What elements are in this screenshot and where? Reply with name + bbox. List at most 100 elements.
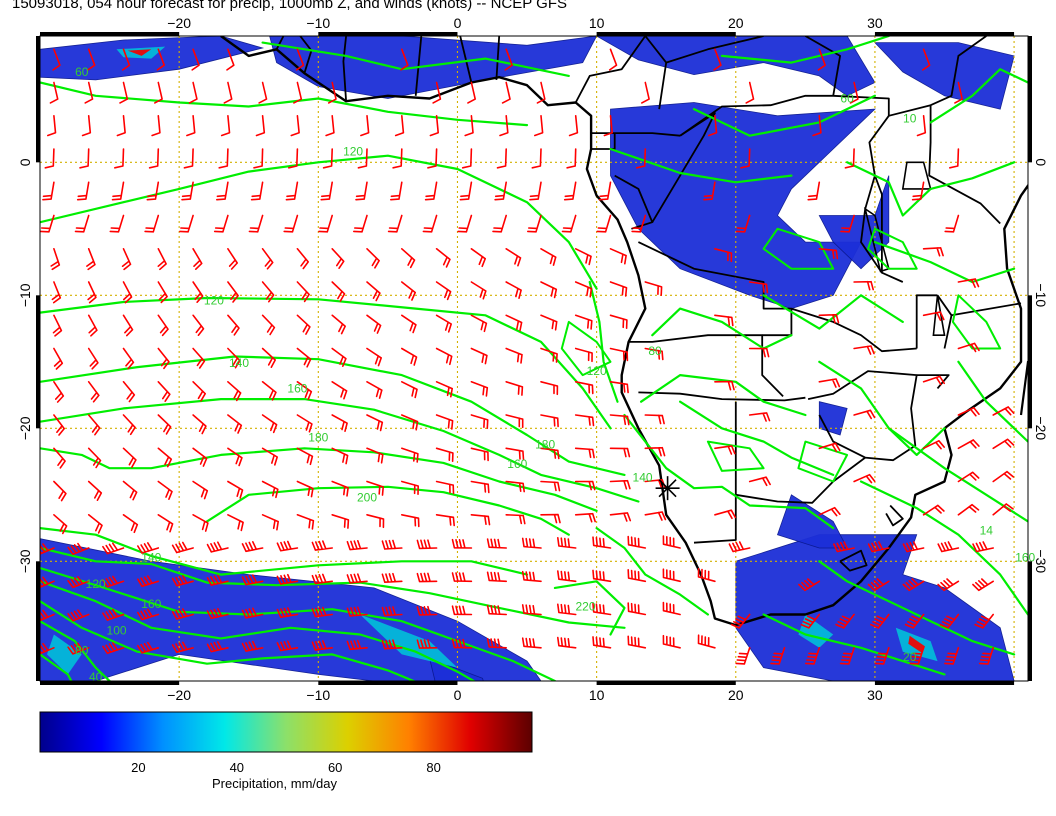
bottom-frame-bar xyxy=(40,681,180,685)
wind-barb xyxy=(296,447,314,466)
wind-barb xyxy=(157,480,173,500)
wind-barb xyxy=(53,414,65,436)
height-contour xyxy=(639,374,807,417)
wind-barb xyxy=(944,214,960,233)
height-contour xyxy=(595,526,710,616)
wind-barb xyxy=(494,181,507,201)
wind-barb xyxy=(853,409,876,420)
wind-barb xyxy=(296,381,313,401)
wind-barb xyxy=(206,541,229,553)
wind-barb xyxy=(627,535,647,549)
wind-barb xyxy=(501,81,511,104)
wind-barb xyxy=(248,214,264,233)
left-frame-bar xyxy=(36,295,40,429)
bottom-frame-bar xyxy=(596,681,736,685)
wind-barb xyxy=(381,639,403,650)
wind-barb xyxy=(137,542,160,554)
wind-barb xyxy=(40,642,55,655)
wind-barb xyxy=(853,473,876,484)
wind-barb xyxy=(192,414,207,435)
country-border xyxy=(874,175,904,283)
colorbar-title: Precipitation, mm/day xyxy=(212,776,337,791)
wind-barb xyxy=(366,514,385,529)
wind-barb xyxy=(293,81,303,104)
wind-barb xyxy=(47,115,57,137)
wind-barb xyxy=(435,480,455,495)
wind-barb xyxy=(366,381,383,399)
wind-barb xyxy=(451,538,473,549)
wind-barb xyxy=(849,81,859,104)
wind-barb xyxy=(972,541,994,553)
wind-barb xyxy=(644,511,667,521)
wind-barb xyxy=(486,571,507,583)
wind-barb xyxy=(641,81,650,104)
wind-barb xyxy=(206,641,229,653)
height-contour-loop xyxy=(560,320,612,377)
wind-barb xyxy=(592,536,612,549)
wind-barb xyxy=(276,640,299,652)
wind-barb xyxy=(157,314,169,337)
wind-barb xyxy=(311,573,333,585)
wind-barb xyxy=(922,247,944,257)
wind-barb xyxy=(817,48,826,71)
wind-barb xyxy=(798,578,821,592)
station-marker xyxy=(655,476,680,501)
wind-barb xyxy=(40,543,55,555)
wind-barb xyxy=(748,412,771,422)
wind-barb xyxy=(833,541,855,553)
wind-barb xyxy=(87,48,96,71)
wind-barb xyxy=(505,514,526,525)
wind-barb xyxy=(957,439,980,450)
wind-barb xyxy=(261,281,275,303)
height-contour xyxy=(651,307,793,350)
country-border xyxy=(459,36,473,83)
wind-barb xyxy=(534,115,544,137)
wind-barb xyxy=(992,470,1015,483)
wind-barb xyxy=(435,314,452,333)
wind-barb xyxy=(154,81,163,104)
wind-barb xyxy=(697,634,716,649)
wind-barb xyxy=(954,81,963,104)
wind-barb xyxy=(331,447,349,465)
wind-barb xyxy=(250,181,264,201)
wind-barb xyxy=(366,447,384,464)
precip-area xyxy=(873,42,1015,110)
wind-barb xyxy=(261,381,277,401)
wind-barb xyxy=(992,438,1015,450)
wind-barb xyxy=(360,115,370,137)
wind-barb xyxy=(922,311,945,321)
wind-barb xyxy=(608,48,618,71)
wind-barb xyxy=(745,81,755,104)
wind-barb xyxy=(499,115,509,137)
wind-barb xyxy=(922,504,945,516)
wind-barb xyxy=(366,347,382,367)
country-border xyxy=(495,36,501,80)
wind-barb xyxy=(381,539,403,550)
bottom-lon-label: 10 xyxy=(589,687,605,703)
country-border xyxy=(679,94,890,274)
top-frame-bar xyxy=(596,32,736,36)
wind-barb xyxy=(592,636,612,649)
height-contour xyxy=(40,580,476,681)
wind-barb xyxy=(261,414,278,434)
wind-barb xyxy=(521,637,542,649)
contour-label: 220 xyxy=(575,600,595,614)
wind-barb xyxy=(87,414,101,436)
wind-barb xyxy=(102,575,125,588)
wind-barb xyxy=(853,345,875,355)
wind-barb xyxy=(596,214,612,233)
wind-barb xyxy=(192,314,205,336)
wind-barb xyxy=(227,514,244,532)
wind-barb xyxy=(957,407,980,417)
wind-barb xyxy=(218,148,229,169)
left-lat-label: 0 xyxy=(17,158,33,166)
wind-barb xyxy=(627,602,647,616)
wind-barb xyxy=(470,314,488,333)
wind-barb xyxy=(241,541,264,553)
wind-barb xyxy=(283,214,299,233)
wind-barb xyxy=(206,607,229,620)
wind-barb xyxy=(227,281,239,303)
wind-barb xyxy=(714,314,734,327)
wind-barb xyxy=(505,480,525,493)
wind-barb xyxy=(401,314,417,334)
